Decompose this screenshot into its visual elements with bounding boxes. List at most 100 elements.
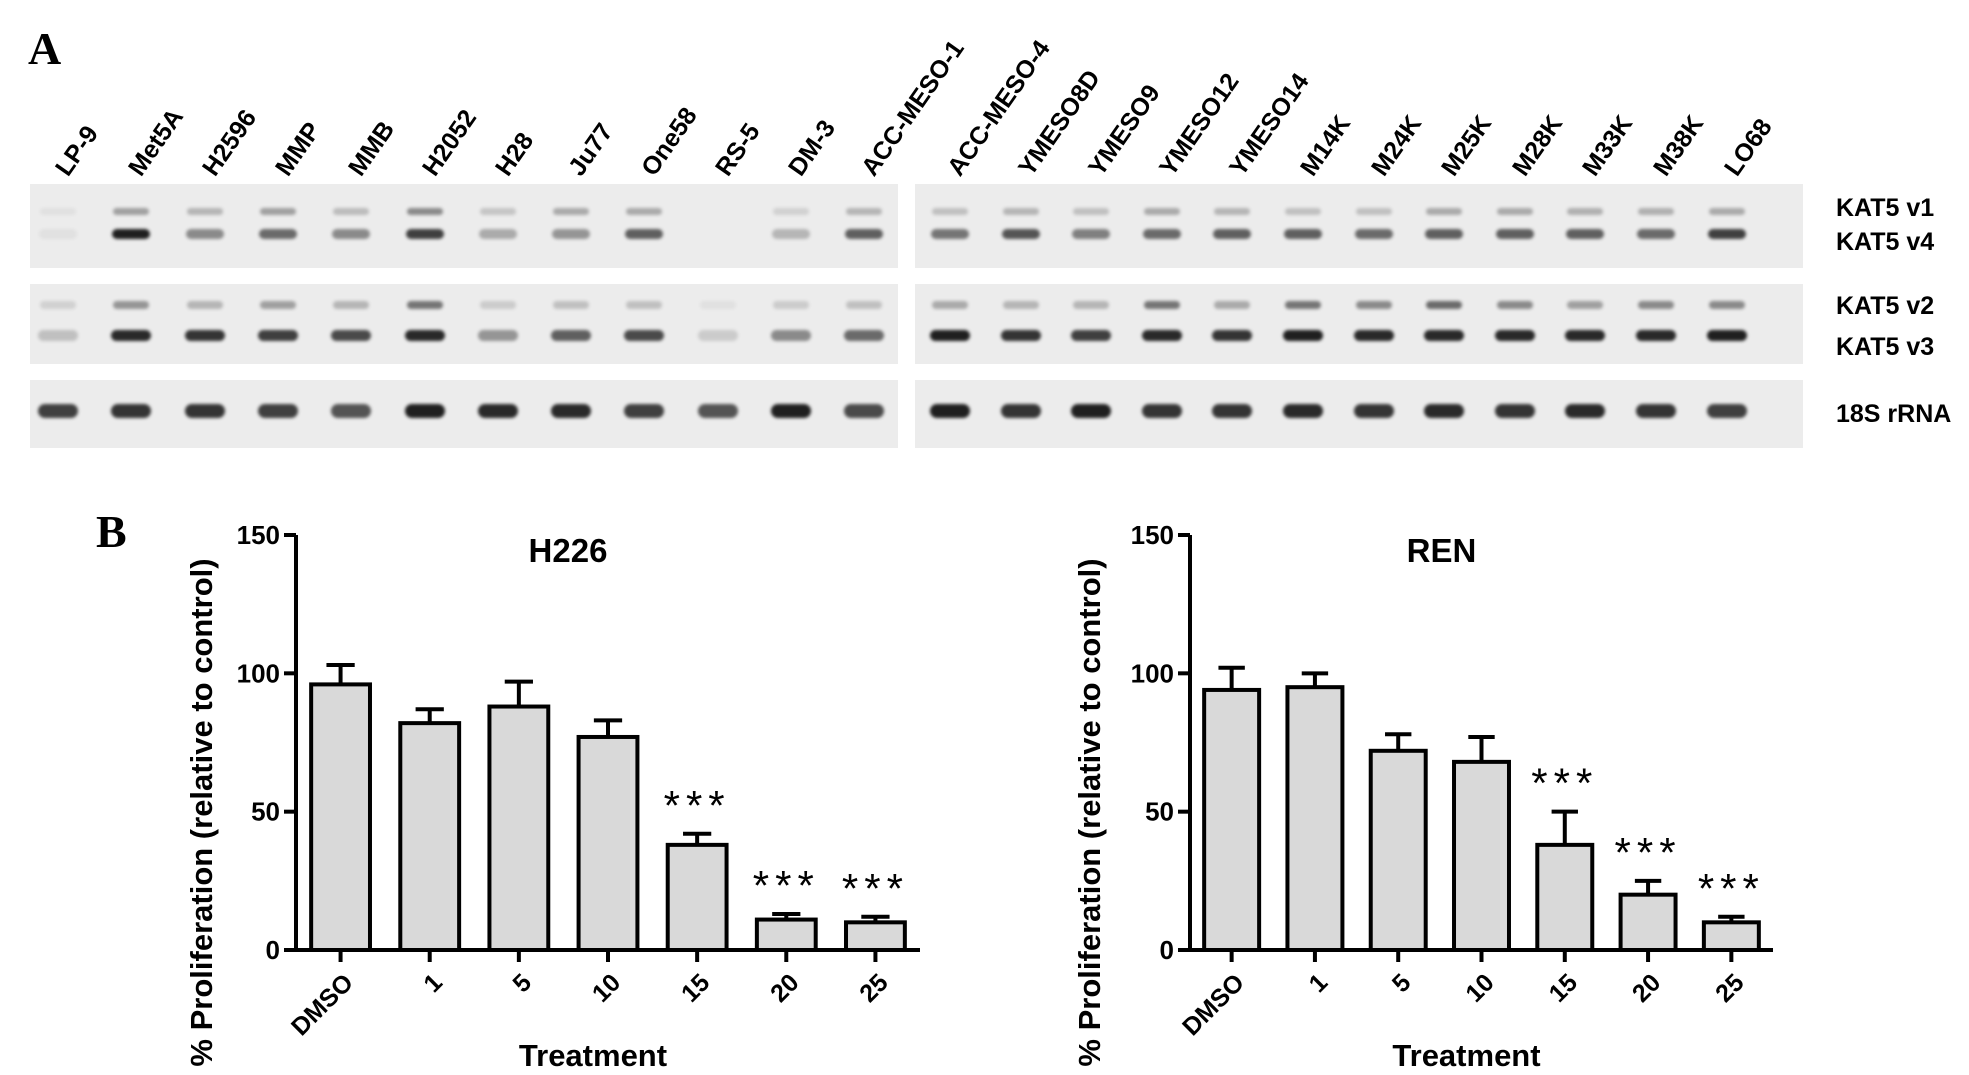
panel-a-letter: A — [28, 23, 62, 74]
ren-ytick-label-50: 50 — [1145, 797, 1174, 827]
band-v2-left-9 — [699, 301, 736, 309]
h226-bar-4 — [665, 842, 729, 952]
band-v4-left-7 — [552, 229, 591, 239]
h226-xtick-label-5: 20 — [765, 968, 804, 1007]
band-v3-left-2 — [184, 329, 225, 341]
ren-bar-6 — [1701, 920, 1761, 952]
h226-bar-6 — [844, 920, 907, 952]
band-v1-right-5 — [1285, 207, 1321, 215]
band-v2-right-10 — [1638, 301, 1674, 309]
band-label-kat5-v2: KAT5 v2 — [1836, 292, 1935, 320]
gel-right-v1v4 — [915, 184, 1803, 268]
band-v2-right-5 — [1285, 301, 1321, 309]
band-v3-right-0 — [930, 329, 970, 341]
band-v2-right-3 — [1143, 301, 1180, 309]
band-rrna-left-5 — [404, 404, 445, 418]
band-v1-right-3 — [1143, 207, 1180, 215]
band-v2-left-0 — [40, 301, 76, 309]
ren-xtick-label-2: 5 — [1387, 968, 1417, 998]
band-rrna-left-0 — [38, 404, 78, 418]
band-v3-left-11 — [844, 329, 885, 341]
band-rrna-right-10 — [1636, 404, 1676, 418]
ren-title: REN — [1407, 532, 1477, 569]
band-v2-left-8 — [626, 301, 663, 309]
ren-bar-5 — [1618, 892, 1678, 953]
band-v1-left-3 — [259, 207, 296, 215]
band-v4-left-0 — [39, 229, 77, 239]
ren-sig-4: *** — [1531, 760, 1598, 807]
band-v2-left-10 — [773, 301, 809, 309]
band-v1-right-8 — [1496, 207, 1533, 215]
band-v4-right-0 — [931, 229, 969, 239]
gel-right-v2v3 — [915, 284, 1803, 364]
ren-xtick-label-3: 10 — [1460, 968, 1499, 1007]
band-v4-left-11 — [845, 229, 884, 239]
h226-ytick-label-0: 0 — [266, 935, 280, 965]
band-label-kat5-v3: KAT5 v3 — [1836, 333, 1935, 361]
h226-xtick-label-3: 10 — [587, 968, 626, 1007]
band-v2-left-6 — [479, 301, 516, 309]
band-rrna-right-6 — [1353, 404, 1394, 418]
band-v3-left-0 — [38, 329, 78, 341]
panel-b-letter: B — [96, 506, 127, 557]
gel-left-v1v4 — [30, 184, 898, 268]
band-v3-left-3 — [257, 329, 298, 341]
band-v4-left-3 — [258, 229, 297, 239]
band-v1-left-1 — [113, 207, 150, 215]
band-v4-left-6 — [478, 229, 517, 239]
band-v3-right-6 — [1353, 329, 1394, 341]
band-v4-left-2 — [185, 229, 224, 239]
band-v2-left-4 — [333, 301, 370, 309]
band-v4-right-5 — [1284, 229, 1322, 239]
ren-xtick-label-4: 15 — [1544, 968, 1584, 1008]
band-v4-right-1 — [1001, 229, 1040, 239]
band-v1-right-2 — [1073, 207, 1110, 215]
band-v3-right-3 — [1141, 329, 1182, 341]
band-v4-left-1 — [112, 229, 151, 239]
band-v2-right-11 — [1708, 301, 1745, 309]
h226-title: H226 — [529, 532, 608, 569]
band-label-kat5-v4: KAT5 v4 — [1836, 228, 1935, 256]
h226-xtick-label-1: 1 — [418, 968, 448, 998]
h226-xtick-label-4: 15 — [676, 968, 716, 1008]
ren-xtick-label-5: 20 — [1627, 968, 1666, 1007]
band-v1-left-0 — [40, 207, 76, 215]
h226-ylabel: % Proliferation (relative to control) — [184, 558, 219, 1066]
band-v2-right-9 — [1567, 301, 1604, 309]
band-v2-right-6 — [1355, 301, 1392, 309]
h226-bar-0 — [309, 682, 372, 953]
band-v1-right-10 — [1638, 207, 1674, 215]
band-rrna-left-9 — [697, 404, 738, 418]
band-rrna-right-0 — [930, 404, 970, 418]
band-label-18s-rrna: 18S rRNA — [1836, 400, 1952, 428]
band-v4-right-6 — [1354, 229, 1393, 239]
h226-ytick-label-50: 50 — [251, 797, 280, 827]
h226-xtick-label-6: 25 — [854, 968, 894, 1008]
h226-sig-4: *** — [664, 782, 731, 829]
band-v2-left-1 — [113, 301, 150, 309]
band-rrna-left-11 — [844, 404, 885, 418]
band-v3-left-5 — [404, 329, 445, 341]
gel-left-rrna — [30, 380, 898, 448]
band-v1-right-11 — [1708, 207, 1745, 215]
band-v3-left-1 — [111, 329, 152, 341]
band-v4-right-3 — [1142, 229, 1181, 239]
ren-bar-4 — [1535, 842, 1595, 952]
band-rrna-right-4 — [1212, 404, 1253, 418]
band-rrna-left-3 — [257, 404, 298, 418]
band-v1-right-0 — [932, 207, 968, 215]
h226-sig-6: *** — [842, 865, 909, 912]
band-v1-right-9 — [1567, 207, 1604, 215]
band-v3-right-10 — [1636, 329, 1676, 341]
ren-xtick-label-6: 25 — [1710, 968, 1750, 1008]
band-rrna-right-11 — [1706, 404, 1747, 418]
band-v3-left-9 — [697, 329, 738, 341]
ren-xtick-label-0: DMSO — [1177, 968, 1250, 1041]
band-v3-left-10 — [771, 329, 811, 341]
band-v4-right-10 — [1637, 229, 1675, 239]
ren-bar-2 — [1368, 748, 1428, 952]
ren-ytick-label-150: 150 — [1131, 520, 1174, 550]
band-v2-right-1 — [1002, 301, 1039, 309]
band-v3-right-11 — [1706, 329, 1747, 341]
